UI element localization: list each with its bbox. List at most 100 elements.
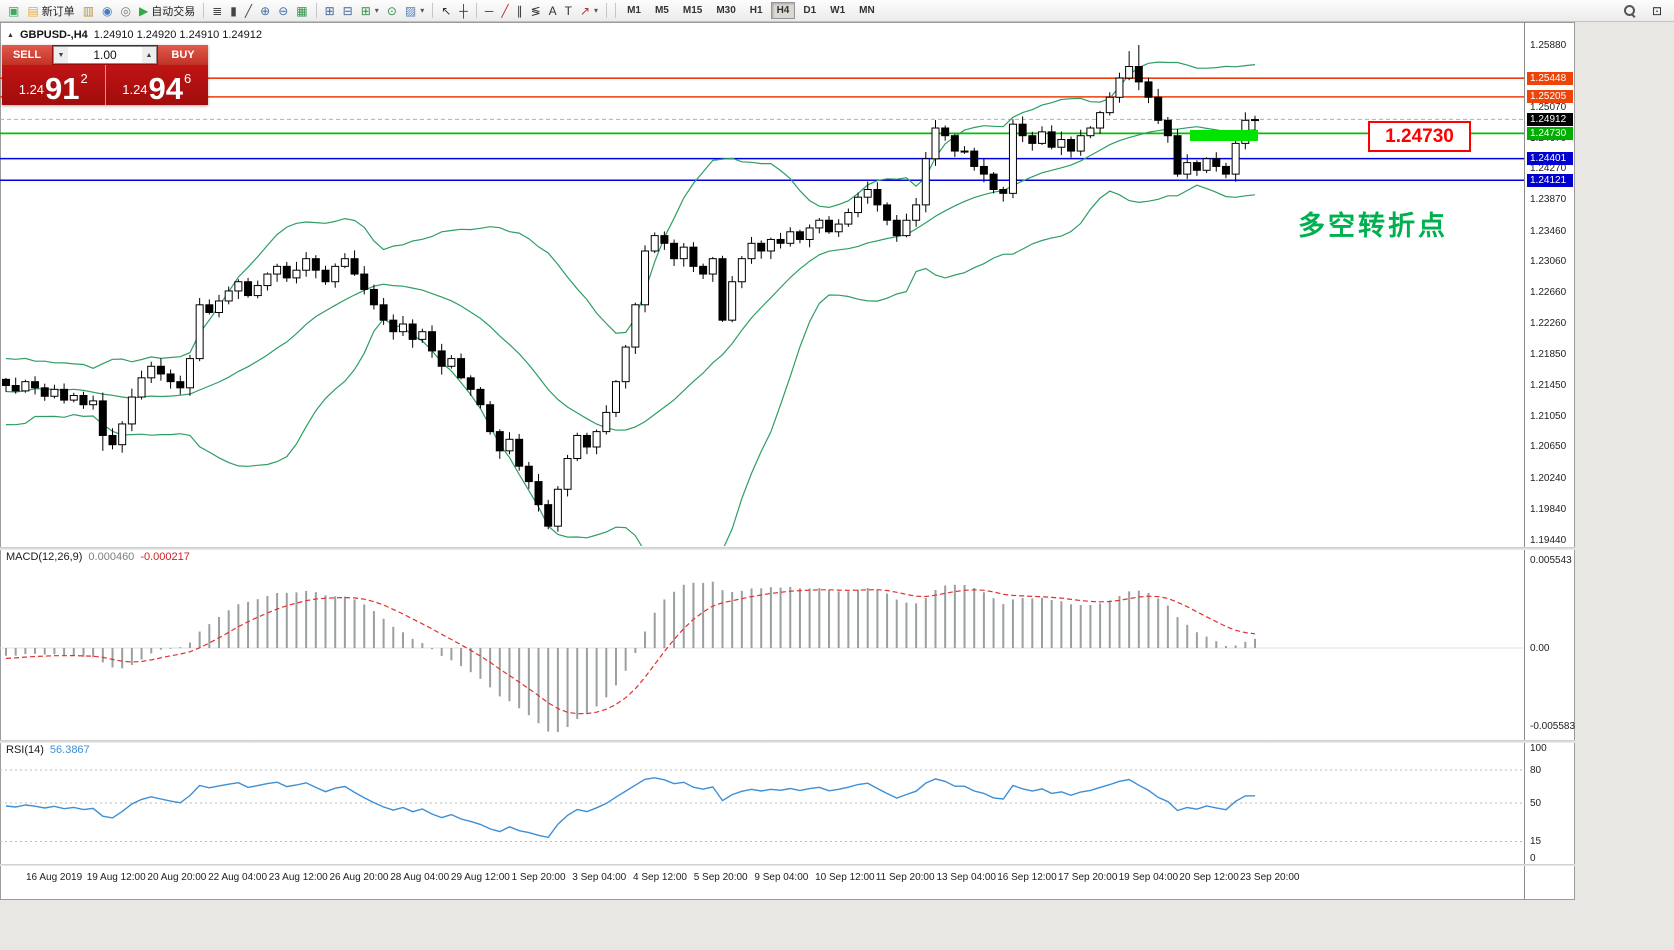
dropdown-arrow-icon: ▾ — [594, 6, 599, 15]
sound-icon: ◎ — [120, 3, 131, 18]
app-icon[interactable]: ▣ — [4, 2, 23, 20]
tile-windows-icon: ⊞ — [324, 3, 335, 18]
macd-main-value: 0.000460 — [88, 551, 135, 563]
time-label: 28 Aug 04:00 — [390, 872, 450, 883]
toolbar-right-group: ⊡ — [1619, 2, 1670, 20]
buy-price-prefix: 1.24 — [122, 82, 148, 97]
cascade-windows-icon: ⊟ — [342, 3, 353, 18]
trendline-icon[interactable]: ╱ — [497, 2, 512, 20]
search-button[interactable] — [1619, 2, 1640, 20]
price-line-label: 1.24121 — [1527, 173, 1573, 187]
templates-icon[interactable]: ▨ ▾ — [401, 2, 428, 20]
panel-separator-macd-rsi[interactable] — [0, 740, 1575, 743]
chart-window-icon: ▥ — [82, 3, 95, 18]
timeframe-m30[interactable]: M30 — [710, 2, 741, 19]
rsi-axis-label: 50 — [1530, 797, 1542, 809]
fibonacci-icon[interactable]: ≶ — [527, 2, 545, 20]
chart-title: ▲ GBPUSD-,H4 1.24910 1.24920 1.24910 1.2… — [7, 29, 262, 41]
sound-icon[interactable]: ◎ — [117, 2, 135, 20]
text-icon[interactable]: A — [545, 2, 561, 20]
time-label: 13 Sep 04:00 — [936, 872, 997, 883]
cursor-icon[interactable]: ↖ — [437, 2, 455, 20]
channel-icon[interactable]: ∥ — [513, 2, 527, 20]
toolbar-separator — [432, 3, 434, 18]
cascade-windows-icon[interactable]: ⊟ — [339, 2, 357, 20]
grid-icon[interactable]: ▦ — [292, 2, 311, 20]
candlestick-chart-icon[interactable]: ▮ — [226, 2, 241, 20]
price-tick-label: 1.19840 — [1530, 503, 1567, 515]
rsi-axis-label: 0 — [1530, 852, 1536, 864]
one-click-prices: 1.24 91 2 1.24 94 6 — [2, 65, 208, 105]
volume-up-button[interactable]: ▲ — [142, 47, 156, 63]
time-label: 26 Aug 20:00 — [329, 872, 389, 883]
clock-icon[interactable]: ⊙ — [383, 2, 401, 20]
panel-separator-main-macd[interactable] — [0, 547, 1575, 550]
horizontal-line-icon[interactable]: ─ — [481, 2, 498, 20]
timeframe-w1[interactable]: W1 — [824, 2, 851, 19]
zoom-in-icon[interactable]: ⊕ — [256, 2, 274, 20]
price-tick-label: 1.23870 — [1530, 193, 1567, 205]
timeframe-d1[interactable]: D1 — [797, 2, 822, 19]
main-toolbar: ▣ ▤ 新订单 ▥ ◉ ◎ ▶ 自动交易 ≣ ▮ ╱ ⊕ ⊖ ▦ ⊞ ⊟ ⊞ ▾ ⊙ ▨ ▾ ↖ ┼ ─ ╱ ∥ ≶ A T ↗ ▾ M1 M5… — [0, 0, 1674, 22]
time-label: 11 Sep 20:00 — [875, 872, 935, 883]
horizontal-line-icon: ─ — [484, 3, 494, 18]
price-axis[interactable]: 1.258801.250701.246701.242701.238701.234… — [1527, 22, 1575, 900]
toolbar-left-group: ▣ ▤ 新订单 ▥ ◉ ◎ ▶ 自动交易 ≣ ▮ ╱ ⊕ ⊖ ▦ ⊞ ⊟ ⊞ ▾ ⊙ ▨ ▾ ↖ ┼ ─ ╱ ∥ ≶ A T ↗ ▾ M1 M5… — [4, 2, 1619, 20]
turning-point-annotation[interactable]: 多空转折点 — [1298, 211, 1448, 241]
panel-separator-rsi-time[interactable] — [0, 864, 1575, 866]
sell-button[interactable]: SELL — [2, 45, 52, 65]
line-chart-icon[interactable]: ╱ — [241, 2, 256, 20]
new-order-button-label: 新订单 — [41, 5, 75, 18]
buy-button[interactable]: BUY — [158, 45, 208, 65]
rsi-name: RSI(14) — [6, 744, 44, 756]
buy-price[interactable]: 1.24 94 6 — [106, 65, 209, 105]
price-line-label: 1.24401 — [1527, 152, 1573, 166]
price-line-label: 1.25448 — [1527, 71, 1573, 85]
auto-trading-button[interactable]: ▶ 自动交易 — [135, 2, 199, 20]
new-chart-icon[interactable]: ⊞ ▾ — [357, 2, 383, 20]
time-label: 17 Sep 20:00 — [1057, 872, 1118, 883]
timeframe-h4[interactable]: H4 — [770, 2, 796, 19]
timeframe-mn[interactable]: MN — [853, 2, 881, 19]
volume-field: ▼ 1.00 ▲ — [53, 46, 157, 64]
price-tick-label: 1.22660 — [1530, 287, 1567, 298]
buy-price-pip: 6 — [184, 71, 192, 86]
price-tick-label: 1.25880 — [1530, 39, 1567, 51]
rsi-axis-label: 15 — [1530, 836, 1542, 847]
zoom-in-icon: ⊕ — [260, 3, 271, 18]
shapes-icon[interactable]: ↗ ▾ — [576, 2, 602, 20]
time-label: 16 Aug 2019 — [26, 872, 83, 883]
price-callout-box[interactable]: 1.24730 — [1368, 121, 1471, 152]
label-icon[interactable]: T — [561, 2, 576, 20]
auto-trading-button-label: 自动交易 — [151, 5, 196, 18]
toolbar-separator — [315, 3, 317, 18]
price-line-label: 1.24730 — [1527, 126, 1573, 140]
time-label: 16 Sep 12:00 — [997, 872, 1057, 883]
tile-windows-icon[interactable]: ⊞ — [321, 2, 339, 20]
app-icon: ▣ — [8, 3, 20, 18]
price-tick-label: 1.25070 — [1530, 101, 1567, 113]
crosshair-icon[interactable]: ┼ — [455, 2, 472, 20]
chart-window-icon[interactable]: ▥ — [79, 2, 98, 20]
price-tick-label: 1.20240 — [1530, 473, 1567, 484]
timeframe-m15[interactable]: M15 — [677, 2, 708, 19]
timeframe-m1[interactable]: M1 — [621, 2, 647, 19]
rsi-axis-label: 80 — [1530, 764, 1542, 776]
time-label: 19 Sep 04:00 — [1118, 872, 1179, 883]
auto-trading-button: ▶ — [139, 3, 149, 18]
sell-price[interactable]: 1.24 91 2 — [2, 65, 106, 105]
collapse-arrow-icon[interactable]: ▲ — [7, 31, 14, 39]
volume-down-button[interactable]: ▼ — [54, 47, 68, 63]
bar-chart-icon[interactable]: ≣ — [208, 2, 226, 20]
panel-toggle-button[interactable]: ⊡ — [1648, 2, 1666, 20]
profile-icon[interactable]: ◉ — [98, 2, 116, 20]
timeframe-m5[interactable]: M5 — [649, 2, 675, 19]
label-icon: T — [564, 3, 572, 18]
timeframe-h1[interactable]: H1 — [744, 2, 769, 19]
new-order-button[interactable]: ▤ 新订单 — [23, 2, 78, 20]
sell-price-prefix: 1.24 — [18, 82, 45, 97]
zoom-out-icon: ⊖ — [278, 3, 289, 18]
time-axis[interactable]: 16 Aug 2019 19 Aug 12:00 20 Aug 20:00 22 Au… — [0, 866, 1575, 896]
volume-input[interactable]: 1.00 — [93, 48, 117, 62]
zoom-out-icon[interactable]: ⊖ — [274, 2, 292, 20]
